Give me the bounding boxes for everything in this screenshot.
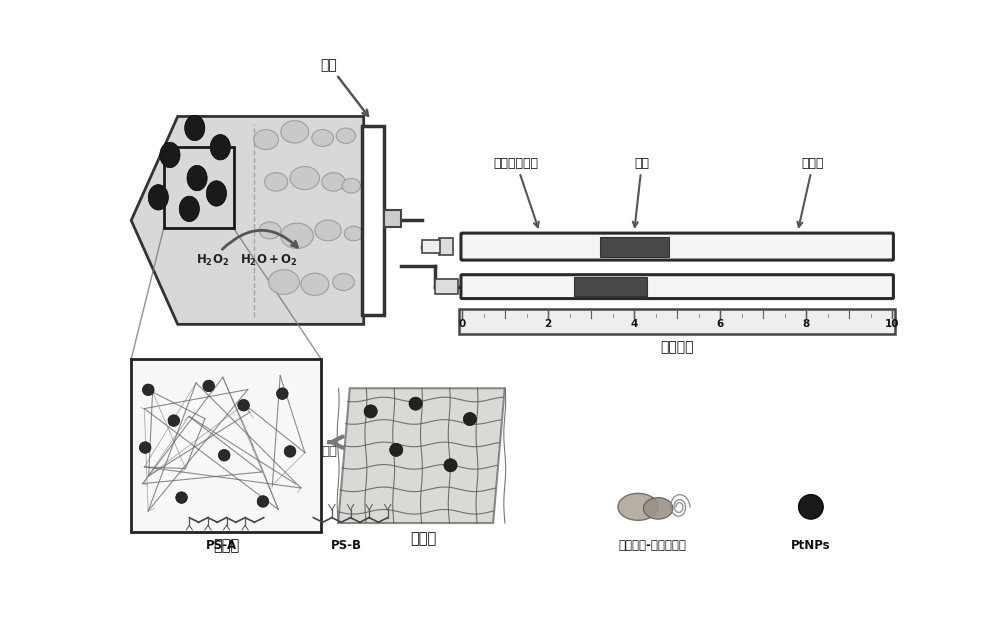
Circle shape xyxy=(277,388,288,399)
Polygon shape xyxy=(131,117,364,324)
FancyBboxPatch shape xyxy=(461,233,893,260)
Text: 气泡: 气泡 xyxy=(320,58,368,116)
Ellipse shape xyxy=(281,120,309,143)
Circle shape xyxy=(390,443,403,456)
Circle shape xyxy=(284,446,296,457)
Bar xyxy=(422,240,440,253)
Text: 8: 8 xyxy=(803,319,810,329)
Bar xyxy=(439,238,453,255)
Ellipse shape xyxy=(342,178,361,193)
Ellipse shape xyxy=(148,185,168,210)
Circle shape xyxy=(409,397,422,410)
Circle shape xyxy=(798,495,823,519)
Text: 上清液: 上清液 xyxy=(213,539,239,553)
Circle shape xyxy=(142,384,154,396)
Text: PS-A: PS-A xyxy=(206,539,237,552)
Ellipse shape xyxy=(281,223,313,248)
Ellipse shape xyxy=(290,167,320,190)
Ellipse shape xyxy=(344,226,363,241)
Ellipse shape xyxy=(160,142,180,168)
Ellipse shape xyxy=(264,173,288,191)
Ellipse shape xyxy=(254,130,278,150)
FancyBboxPatch shape xyxy=(459,309,895,334)
Text: 靶标: 靶标 xyxy=(322,446,338,458)
Circle shape xyxy=(444,459,457,472)
Circle shape xyxy=(218,449,230,461)
Ellipse shape xyxy=(618,494,658,520)
Bar xyxy=(435,279,458,294)
Text: PS-B: PS-B xyxy=(330,539,361,552)
Ellipse shape xyxy=(206,181,227,206)
Text: $\mathbf{H_2O_2}$: $\mathbf{H_2O_2}$ xyxy=(196,253,229,268)
Ellipse shape xyxy=(333,273,354,291)
Text: 2: 2 xyxy=(545,319,552,329)
Ellipse shape xyxy=(179,196,199,222)
Ellipse shape xyxy=(336,128,356,144)
Text: 硅胶管: 硅胶管 xyxy=(797,157,824,227)
Circle shape xyxy=(168,415,180,426)
Text: 水凝胶: 水凝胶 xyxy=(410,531,436,546)
Circle shape xyxy=(463,412,476,426)
Circle shape xyxy=(364,405,377,418)
Text: 距离测量: 距离测量 xyxy=(660,339,694,354)
Polygon shape xyxy=(338,388,505,523)
Ellipse shape xyxy=(301,273,329,296)
Ellipse shape xyxy=(312,130,333,147)
Circle shape xyxy=(203,380,215,392)
Text: $\mathbf{H_2O+O_2}$: $\mathbf{H_2O+O_2}$ xyxy=(240,253,298,268)
Ellipse shape xyxy=(259,222,281,239)
Ellipse shape xyxy=(643,497,673,519)
Ellipse shape xyxy=(322,173,345,191)
Circle shape xyxy=(176,492,187,504)
Bar xyxy=(131,359,321,532)
Ellipse shape xyxy=(185,115,205,141)
Text: PtNPs: PtNPs xyxy=(791,539,831,552)
Text: 核酸适体-靶标复合物: 核酸适体-靶标复合物 xyxy=(618,539,686,552)
Text: 0: 0 xyxy=(458,319,466,329)
Ellipse shape xyxy=(187,165,207,191)
Ellipse shape xyxy=(268,270,299,295)
Ellipse shape xyxy=(315,220,341,241)
Text: 10: 10 xyxy=(885,319,900,329)
Bar xyxy=(574,278,647,296)
Bar xyxy=(600,236,669,256)
Text: 染料: 染料 xyxy=(633,157,649,227)
Text: 4: 4 xyxy=(630,319,638,329)
Circle shape xyxy=(238,399,249,411)
Bar xyxy=(164,147,234,228)
Circle shape xyxy=(139,442,151,453)
Ellipse shape xyxy=(210,135,230,160)
Text: 6: 6 xyxy=(717,319,724,329)
FancyBboxPatch shape xyxy=(461,275,893,298)
Text: 聚四氟乙烯管: 聚四氟乙烯管 xyxy=(494,157,539,227)
Circle shape xyxy=(257,495,269,507)
Bar xyxy=(362,125,384,315)
Bar xyxy=(384,210,401,227)
